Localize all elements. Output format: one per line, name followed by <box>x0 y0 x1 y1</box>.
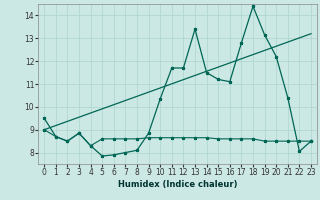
X-axis label: Humidex (Indice chaleur): Humidex (Indice chaleur) <box>118 180 237 189</box>
